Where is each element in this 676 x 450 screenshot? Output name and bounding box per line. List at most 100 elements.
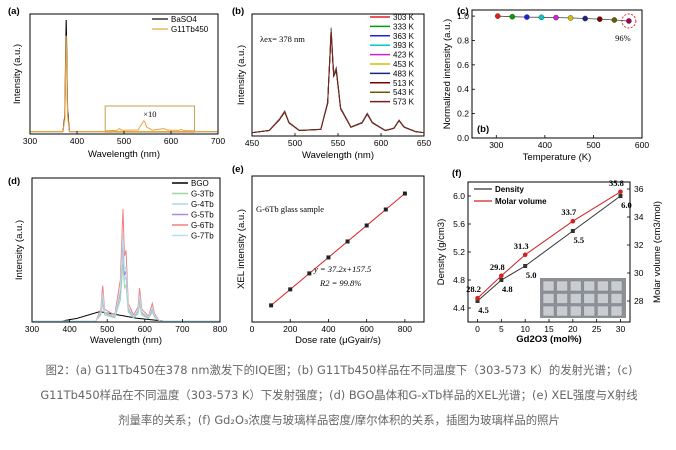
legend-label: 423 K [393, 51, 415, 60]
x-tick-label: 600 [164, 136, 178, 146]
y-axis-label: Intensity (a.u.) [12, 44, 23, 104]
x-tick-label: 550 [331, 138, 345, 148]
data-point [611, 17, 618, 23]
y-tick-label: 5.6 [453, 219, 465, 229]
x-tick-label: 600 [374, 138, 388, 148]
photo-glass-sample [542, 280, 555, 292]
y-axis-label-right: Molar volume (cm3/mol) [652, 201, 663, 303]
data-label: 31.3 [514, 241, 529, 251]
data-point [402, 191, 407, 196]
legend-label: Molar volume [495, 197, 547, 206]
fit-line [270, 193, 406, 306]
y-tick-label: 36 [634, 184, 644, 194]
y-tick-label: 6.0 [453, 191, 465, 201]
sample-photo-inset [540, 278, 626, 318]
y-axis-label: Intensity (a.u.) [14, 220, 25, 280]
photo-glass-sample [556, 280, 568, 292]
data-point [618, 194, 623, 198]
data-point [626, 18, 632, 24]
photo-glass-sample [583, 280, 596, 292]
sample-title: G-6Tb glass sample [256, 204, 324, 214]
x-tick-label: 300 [25, 324, 39, 334]
data-label: 33.7 [561, 207, 577, 217]
trend-line [497, 15, 629, 22]
y-tick-label: 30 [634, 268, 644, 278]
x-tick-label: 400 [70, 136, 84, 146]
panel-label-f: (f) [452, 168, 462, 179]
y-axis-label: Normalized intensity (a.u.) [442, 19, 453, 129]
x-axis-label: Temperature (K) [523, 152, 592, 163]
y-tick-label: 28 [634, 296, 644, 306]
photo-glass-sample [569, 305, 582, 317]
panel-label-a: (a) [8, 6, 20, 17]
x-tick-label: 600 [138, 324, 152, 334]
data-label: 29.8 [490, 262, 505, 272]
x-axis-label: Wavelength (nm) [88, 149, 160, 160]
x-tick-label: 400 [63, 324, 77, 334]
photo-glass-sample [542, 305, 555, 317]
inset-label: ×10 [143, 109, 156, 119]
legend-label: 573 K [393, 98, 415, 107]
photo-glass-sample [610, 305, 623, 317]
photo-glass-sample [597, 280, 609, 292]
legend-label: BaSO4 [171, 15, 197, 24]
y-tick-label: 5.2 [453, 247, 465, 257]
x-tick-label: 700 [211, 136, 225, 146]
data-point [570, 218, 576, 224]
data-point [553, 14, 559, 21]
photo-glass-sample [610, 293, 623, 304]
panel-label-b: (b) [232, 6, 244, 17]
x-axis-label: Wavelength (nm) [302, 150, 374, 161]
data-point [269, 303, 274, 308]
legend-label: 483 K [393, 69, 415, 78]
x-tick-label: 600 [635, 140, 649, 150]
x-tick-label: 0 [250, 324, 255, 334]
y-tick-label: 4.8 [453, 275, 465, 285]
y-axis-label-left: Density (g/cm3) [436, 219, 447, 286]
series-line-g11tb450 [30, 35, 218, 133]
x-tick-label: 10 [520, 324, 530, 334]
legend-label: G-3Tb [191, 190, 214, 199]
data-point [523, 264, 528, 268]
data-point [596, 16, 603, 22]
retention-annotation: 96% [615, 33, 631, 43]
x-tick-label: 300 [23, 136, 37, 146]
series-line [32, 311, 220, 322]
panel-label-e: (e) [232, 164, 244, 175]
data-point [567, 15, 574, 21]
photo-glass-sample [597, 305, 609, 317]
photo-glass-sample [597, 293, 609, 304]
y-tick-label: 34 [634, 212, 644, 222]
y-axis-label: XEL intensity (a.u.) [236, 209, 247, 289]
y-tick-label: 0.8 [457, 35, 469, 45]
x-tick-label: 500 [117, 136, 131, 146]
x-tick-label: 200 [283, 324, 297, 334]
y-tick-label: 0.2 [457, 109, 469, 119]
data-point [288, 287, 293, 292]
x-tick-label: 500 [100, 324, 114, 334]
photo-glass-sample [583, 305, 596, 317]
panel-label-d: (d) [8, 176, 20, 187]
data-point [582, 15, 588, 22]
x-axis-label: Dose rate (μGyair/s) [295, 335, 381, 346]
x-axis-label: Wavelength (nm) [90, 335, 162, 346]
legend-label: 363 K [393, 32, 415, 41]
photo-glass-sample [569, 280, 582, 292]
photo-glass-sample [610, 280, 623, 292]
highlight-circle [621, 13, 637, 29]
x-tick-label: 700 [175, 324, 189, 334]
excitation-annotation: λex= 378 nm [260, 34, 305, 44]
photo-glass-sample [556, 305, 568, 317]
y-tick-label: 4.4 [453, 303, 465, 313]
x-tick-label: 500 [586, 140, 600, 150]
data-label: 4.8 [502, 284, 513, 294]
legend-label: G-5Tb [191, 211, 214, 220]
plot-frame [31, 177, 221, 323]
panel-label-c: (c) [457, 6, 469, 17]
data-point [524, 14, 530, 20]
x-tick-label: 0 [475, 324, 480, 334]
x-tick-label: 400 [538, 140, 552, 150]
data-point [499, 273, 504, 279]
x-tick-label: 500 [288, 138, 302, 148]
